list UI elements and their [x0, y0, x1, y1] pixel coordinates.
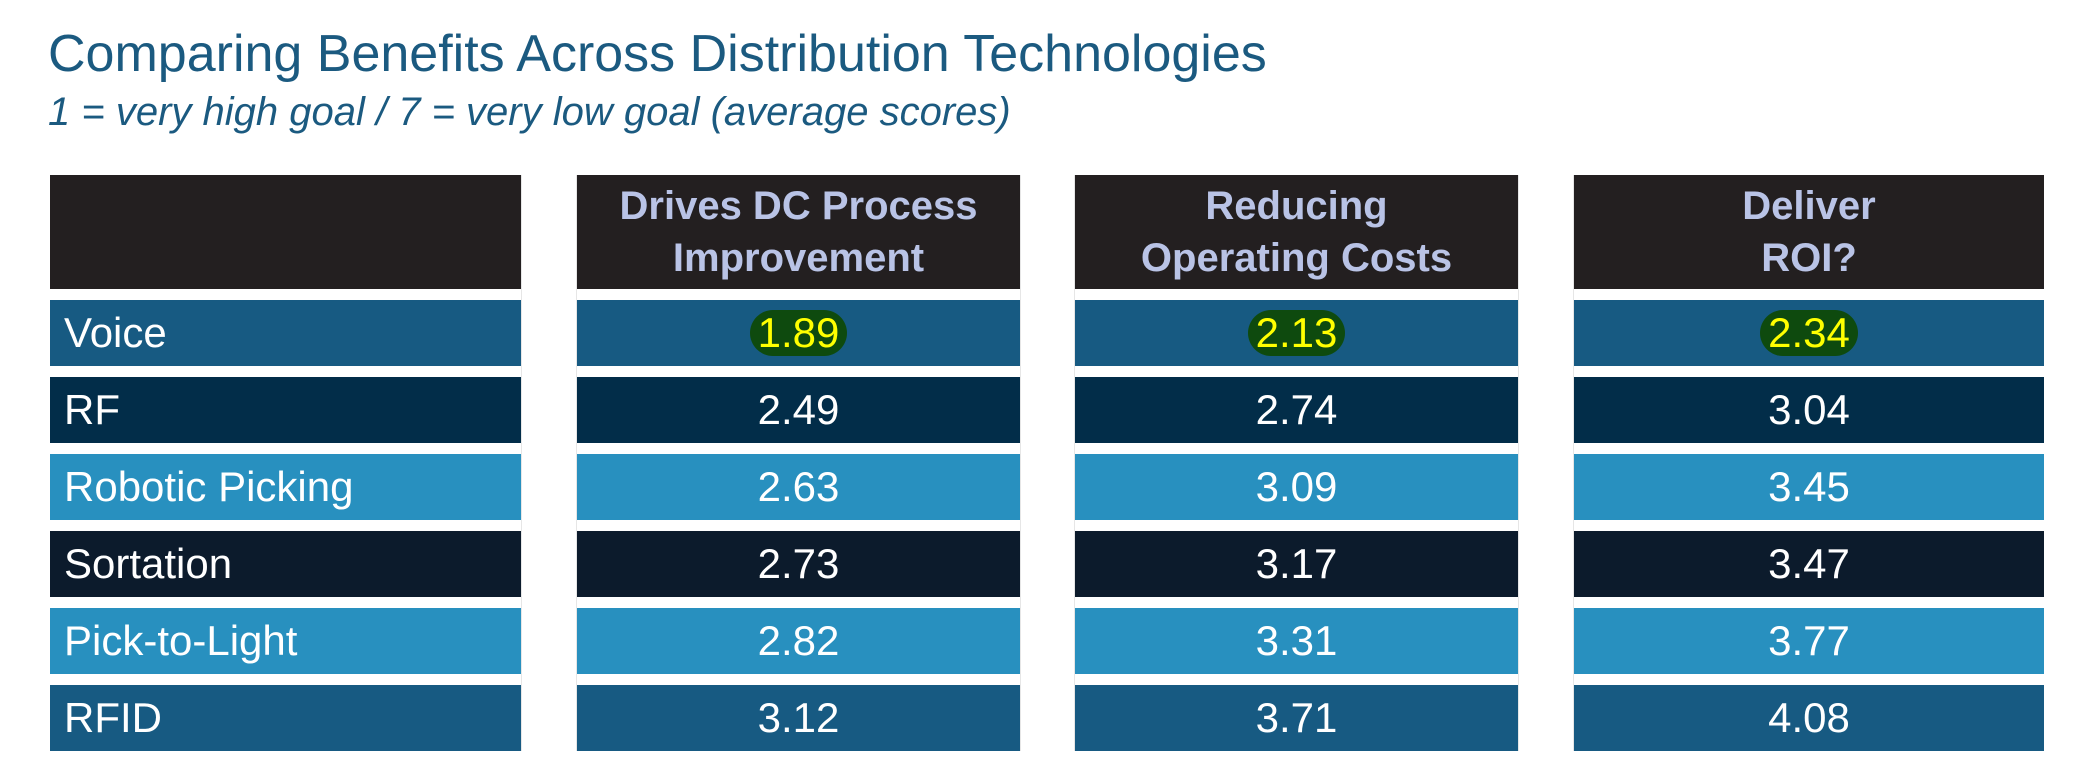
cell-value: 2.63: [757, 463, 840, 510]
highlighted-value: 1.89: [749, 310, 848, 356]
column-header-line2: Improvement: [672, 236, 925, 280]
value-cell: 2.49: [577, 377, 1020, 443]
cell-value: 2.73: [757, 540, 840, 587]
column-gutter: [1020, 175, 1075, 751]
column-header: Reducing Operating Costs: [1075, 175, 1518, 289]
column-header-line2: Operating Costs: [1140, 236, 1453, 280]
row-label: RFID: [50, 685, 521, 751]
column-gutter: [1518, 175, 1574, 751]
cell-value: 2.82: [757, 617, 840, 664]
cell-value: 3.12: [757, 694, 840, 741]
cell-value: 2.74: [1255, 386, 1338, 433]
cell-value: 3.17: [1255, 540, 1338, 587]
value-cell: 3.45: [1574, 454, 2044, 520]
cell-value: 3.09: [1255, 463, 1338, 510]
cell-value: 3.71: [1255, 694, 1338, 741]
row-label: Pick-to-Light: [50, 608, 521, 674]
column-header: Deliver ROI?: [1574, 175, 2044, 289]
cell-value: 4.08: [1768, 694, 1850, 741]
column-header-line2: ROI?: [1761, 236, 1857, 280]
value-cell: 3.77: [1574, 608, 2044, 674]
row-label: Robotic Picking: [50, 454, 521, 520]
cell-value: 3.47: [1768, 540, 1850, 587]
page-subtitle: 1 = very high goal / 7 = very low goal (…: [48, 90, 1011, 134]
page-title: Comparing Benefits Across Distribution T…: [48, 25, 1267, 83]
value-cell: 4.08: [1574, 685, 2044, 751]
cell-value: 3.45: [1768, 463, 1850, 510]
column-gutter: [521, 175, 577, 751]
value-cell: 1.89: [577, 300, 1020, 366]
value-cell: 2.13: [1075, 300, 1518, 366]
value-cell: 2.34: [1574, 300, 2044, 366]
row-label: Sortation: [50, 531, 521, 597]
row-label: Voice: [50, 300, 521, 366]
value-cell: 2.63: [577, 454, 1020, 520]
value-cell: 3.09: [1075, 454, 1518, 520]
value-cell: 3.04: [1574, 377, 2044, 443]
cell-value: 2.49: [757, 386, 840, 433]
value-cell: 3.12: [577, 685, 1020, 751]
value-cell: 3.47: [1574, 531, 2044, 597]
highlighted-value: 2.13: [1247, 310, 1346, 356]
cell-value: 3.77: [1768, 617, 1850, 664]
highlighted-value: 2.34: [1760, 310, 1858, 356]
column-header-line1: Reducing: [1205, 184, 1388, 228]
value-cell: 3.71: [1075, 685, 1518, 751]
value-cell: 2.82: [577, 608, 1020, 674]
column-header: Drives DC Process Improvement: [577, 175, 1020, 289]
row-label: RF: [50, 377, 521, 443]
header-corner-cell: [50, 175, 521, 289]
cell-value: 3.31: [1255, 617, 1338, 664]
value-cell: 2.74: [1075, 377, 1518, 443]
value-cell: 3.17: [1075, 531, 1518, 597]
column-header-line1: Drives DC Process: [619, 184, 978, 228]
value-cell: 3.31: [1075, 608, 1518, 674]
cell-value: 3.04: [1768, 386, 1850, 433]
value-cell: 2.73: [577, 531, 1020, 597]
column-header-line1: Deliver: [1742, 184, 1876, 228]
